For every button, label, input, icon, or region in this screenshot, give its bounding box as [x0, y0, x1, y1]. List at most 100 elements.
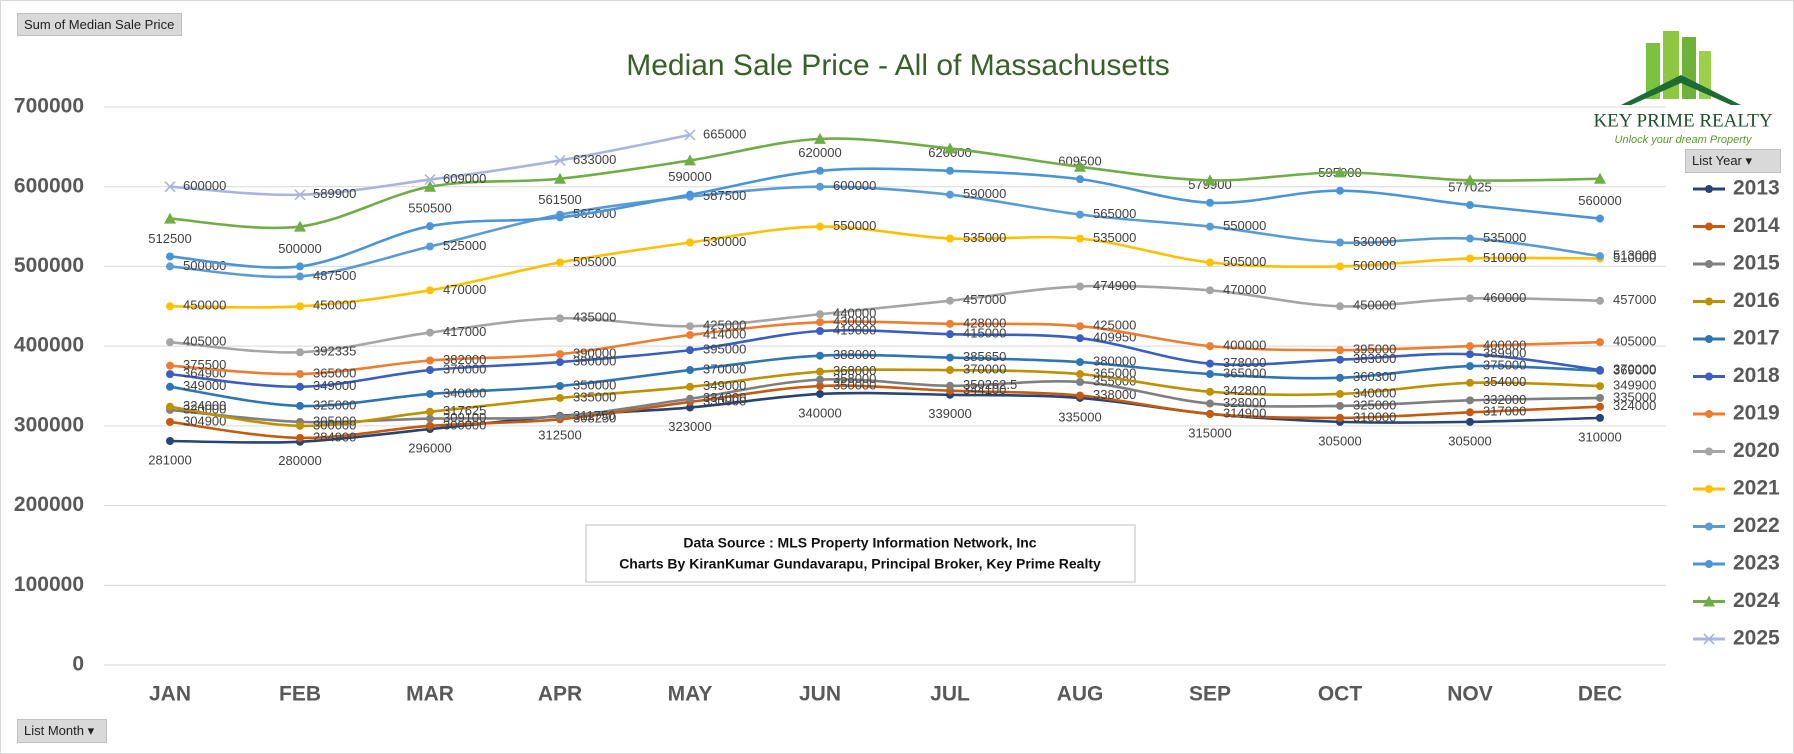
legend-marker [1705, 185, 1713, 193]
data-label: 550000 [1223, 218, 1266, 233]
data-label: 300000 [443, 417, 486, 432]
data-point [1206, 387, 1214, 396]
y-tick-label: 400000 [14, 334, 84, 357]
data-label: 600000 [833, 178, 876, 193]
data-point [1076, 391, 1084, 400]
legend-marker [1703, 633, 1715, 645]
value-field-button[interactable]: Sum of Median Sale Price [17, 13, 182, 36]
data-point [426, 328, 434, 337]
data-label: 525000 [443, 238, 486, 253]
data-label: 340000 [443, 385, 486, 400]
data-label: 281000 [148, 452, 191, 467]
legend-marker [1705, 522, 1713, 531]
data-label: 354000 [1483, 374, 1526, 389]
data-label: 419000 [833, 322, 876, 337]
data-point [1206, 359, 1214, 368]
axis-field-button[interactable]: List Month ▾ [17, 719, 107, 743]
data-point [1076, 370, 1084, 379]
data-label: 510000 [1613, 250, 1656, 265]
data-label: 330000 [703, 393, 746, 408]
data-label: 365000 [1093, 365, 1136, 380]
data-label: 349000 [313, 378, 356, 393]
data-label: 550500 [408, 201, 451, 216]
data-label: 311750 [573, 408, 615, 423]
data-point [816, 389, 824, 398]
data-point [816, 166, 824, 175]
legend-marker [1705, 560, 1713, 568]
series: 281000 280000 296000 312500 323000 340000 3390… [148, 389, 1622, 468]
data-point [1596, 402, 1604, 411]
data-point [1466, 362, 1474, 371]
legend-label: 2013 [1733, 177, 1780, 200]
series: 5125005000005505005615005900006200006200… [148, 145, 1622, 271]
data-point [686, 322, 694, 331]
data-point [816, 310, 824, 319]
data-point [816, 318, 824, 327]
data-point [946, 381, 954, 390]
data-point [1076, 282, 1084, 291]
data-point [1466, 396, 1474, 405]
data-label: 340000 [1353, 385, 1396, 400]
data-point [816, 382, 824, 390]
data-point [1596, 366, 1604, 375]
data-label: 505000 [573, 254, 616, 269]
data-label: 500000 [1353, 258, 1396, 273]
data-point [946, 234, 954, 243]
legend-label: 2025 [1733, 627, 1780, 650]
data-point [556, 393, 564, 402]
legend-marker [1705, 447, 1713, 456]
data-label: 328000 [1223, 395, 1266, 410]
logo-building [1682, 37, 1696, 99]
data-point [1206, 409, 1214, 418]
x-tick-label: JUN [799, 683, 841, 706]
data-point [686, 394, 694, 403]
data-label: 349000 [183, 378, 226, 393]
data-label: 350262.5 [963, 377, 1017, 392]
y-tick-label: 500000 [14, 254, 84, 277]
legend-label: 2021 [1733, 477, 1780, 500]
data-label: 314900 [1223, 405, 1266, 420]
data-label: 300000 [313, 417, 356, 432]
x-tick-label: JAN [149, 683, 191, 706]
series-line [169, 368, 1601, 428]
data-label: 385650 [963, 349, 1006, 364]
data-point [686, 382, 694, 391]
data-label: 284900 [313, 429, 356, 444]
data-point [426, 407, 434, 416]
data-point [1336, 401, 1344, 410]
data-label: 325000 [1353, 397, 1396, 412]
data-point [816, 367, 824, 376]
data-point [426, 389, 434, 398]
data-point [1466, 234, 1474, 243]
data-label: 470000 [443, 282, 486, 297]
legend-label: 2022 [1733, 514, 1780, 537]
data-label: 312500 [538, 427, 581, 442]
data-point [946, 330, 954, 339]
y-tick-label: 600000 [14, 174, 84, 197]
data-point [296, 421, 304, 430]
data-label: 317625 [443, 403, 486, 418]
legend-label: 2015 [1733, 252, 1780, 275]
data-point [1076, 358, 1084, 367]
logo-tagline: Unlock your dream Property [1615, 134, 1753, 146]
data-label: 320000 [183, 401, 226, 416]
data-point [166, 417, 174, 426]
data-label: 296000 [408, 440, 451, 455]
data-point [166, 370, 174, 379]
data-label: 324000 [183, 398, 226, 413]
series: 375500 365000 382000 390000 414000 430000 4280… [166, 314, 1656, 380]
data-label: 487500 [313, 268, 356, 283]
data-point [1466, 408, 1474, 417]
data-label: 450000 [1353, 298, 1396, 313]
data-label: 470000 [1223, 282, 1266, 297]
legend-field-button[interactable]: List Year ▾ [1685, 149, 1781, 173]
data-label: 510000 [1483, 250, 1526, 265]
logo-building [1646, 43, 1660, 99]
legend-label: 2024 [1733, 589, 1780, 612]
data-point [814, 132, 826, 144]
data-label: 378000 [1223, 355, 1266, 370]
data-label: 375000 [1483, 358, 1526, 373]
